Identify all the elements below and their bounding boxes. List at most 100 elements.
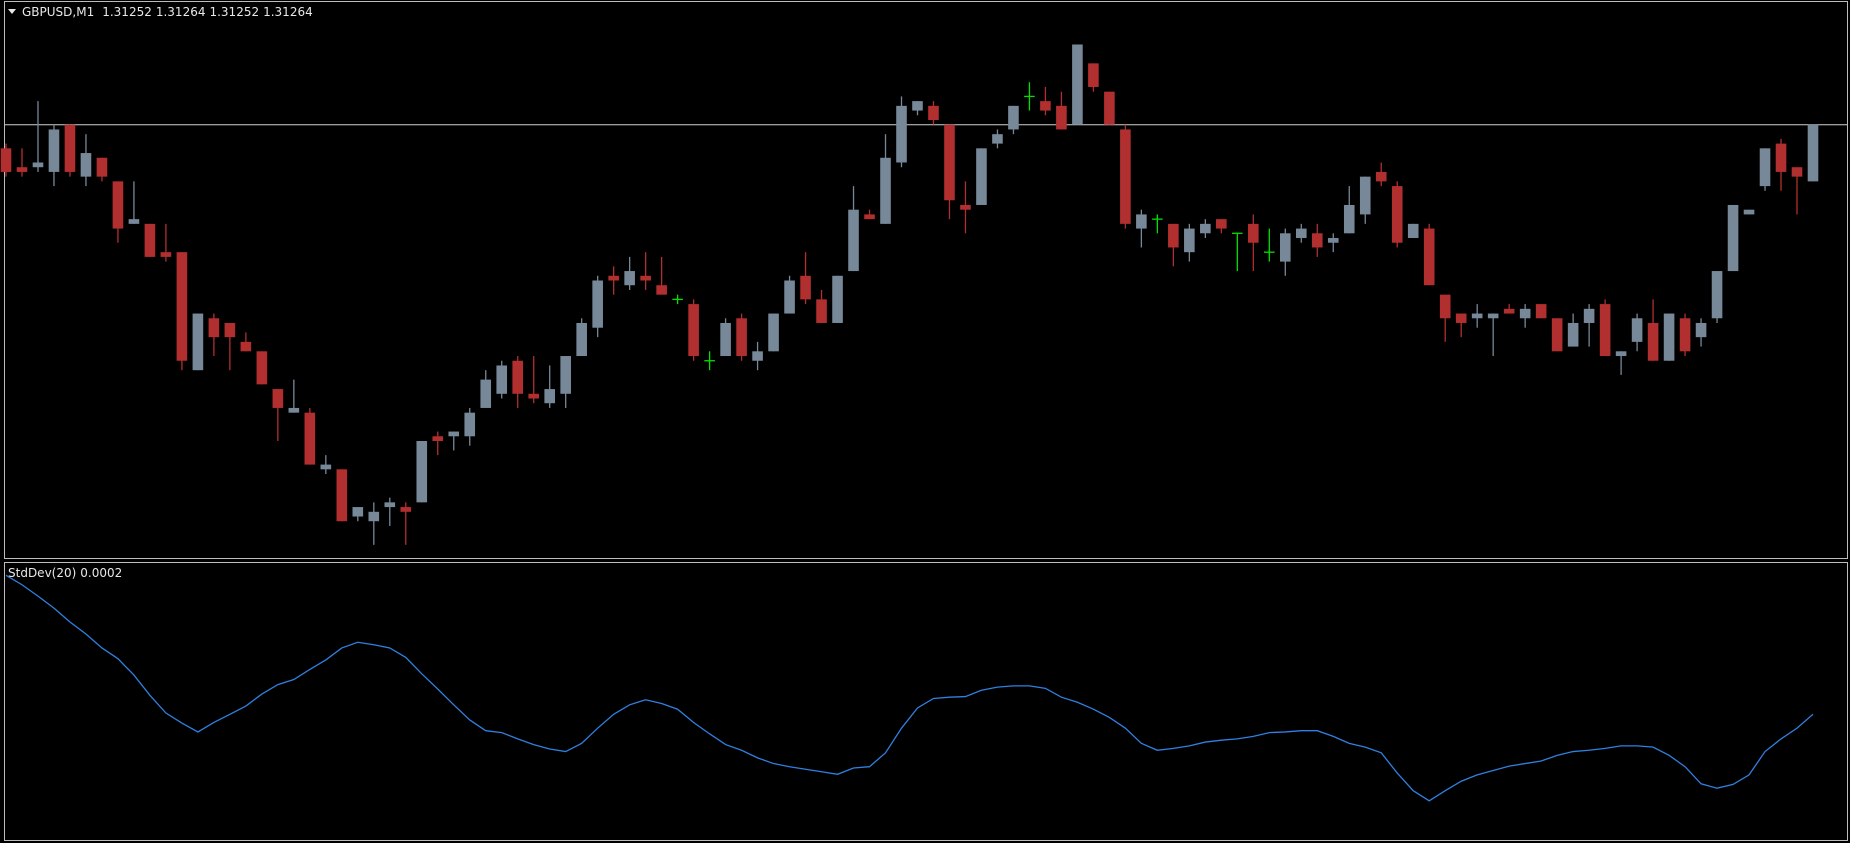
indicator-line — [5, 574, 1814, 802]
candle-body — [1807, 124, 1819, 182]
candle-body — [208, 318, 220, 338]
symbol: GBPUSD,M1 — [22, 5, 94, 19]
candle-body — [1551, 318, 1563, 352]
candle-body — [1759, 148, 1771, 187]
candle-body — [496, 365, 508, 394]
candle-body — [928, 105, 939, 121]
candle-body — [752, 351, 763, 361]
candle-body — [1503, 308, 1515, 314]
candle-body — [1120, 129, 1131, 224]
candle-body — [1136, 214, 1147, 229]
candle-body — [784, 280, 795, 314]
candle-body — [1711, 271, 1723, 319]
candle-body — [1375, 171, 1387, 182]
candle-body — [880, 157, 891, 224]
candle-body — [1615, 351, 1627, 357]
candle-body — [1743, 209, 1755, 215]
low-value: 1.31252 — [209, 5, 259, 19]
candle-body — [544, 389, 555, 404]
candle-body — [1040, 101, 1051, 111]
candle-body — [336, 469, 348, 522]
candle-body — [1471, 313, 1483, 319]
candle-body — [1343, 204, 1355, 234]
candle-body — [1359, 176, 1371, 215]
candle-body — [432, 436, 444, 441]
candle-body — [592, 280, 603, 328]
candle-body — [1663, 313, 1675, 361]
candle-body — [1248, 223, 1259, 243]
candle-body — [1216, 219, 1227, 229]
candle-body — [384, 502, 396, 508]
candle-body — [240, 341, 252, 352]
candle-body — [16, 167, 28, 172]
candle-body — [992, 134, 1003, 144]
candle-body — [144, 223, 156, 257]
candle-body — [304, 412, 316, 465]
indicator-label: StdDev(20) 0.0002 — [8, 566, 122, 580]
candle-body — [96, 157, 108, 177]
candle-body — [1535, 304, 1547, 319]
candle-body — [848, 209, 859, 272]
candle-body — [1455, 313, 1467, 323]
candle-body — [80, 153, 92, 177]
candle-body — [288, 407, 300, 413]
candle-body — [1391, 186, 1403, 243]
candle-body — [624, 271, 635, 286]
candle-body — [576, 322, 587, 357]
candle-body — [1168, 223, 1179, 248]
close-value: 1.31264 — [263, 5, 313, 19]
candle-body — [1407, 223, 1419, 239]
candle-body — [688, 304, 699, 357]
candle-body — [0, 148, 12, 172]
candle-body — [832, 275, 843, 323]
candle-body — [1727, 204, 1739, 272]
menu-arrow[interactable] — [8, 9, 16, 14]
candle-body — [1279, 233, 1291, 262]
candle-body — [1583, 308, 1595, 323]
candle-body — [400, 507, 412, 512]
candle-body — [1519, 308, 1531, 319]
main-panel-border — [4, 1, 1848, 559]
candle-body — [176, 252, 188, 361]
candle-body — [1599, 304, 1611, 357]
candle-body — [608, 275, 619, 281]
candle-body — [1295, 228, 1307, 239]
candle-body — [1567, 322, 1579, 347]
candle-body — [256, 351, 268, 385]
candle-body — [1439, 294, 1451, 319]
candle-body — [864, 214, 875, 220]
candle-body — [112, 181, 124, 229]
candle-body — [32, 162, 44, 168]
candle-body — [720, 322, 731, 357]
candle-body — [320, 464, 332, 470]
candle-body — [528, 393, 540, 399]
chart-header: GBPUSD,M1 1.31252 1.31264 1.31252 1.31264 — [22, 5, 313, 19]
candle-body — [1423, 228, 1435, 286]
candle-body — [944, 124, 955, 201]
indicator-panel-border — [4, 562, 1848, 841]
candle-body — [416, 440, 428, 503]
candle-body — [656, 285, 667, 295]
candle-body — [128, 219, 140, 224]
candle-body — [1184, 228, 1195, 253]
candle-body — [976, 148, 987, 205]
candle-body — [272, 389, 284, 408]
candle-body — [464, 412, 476, 437]
indicator-name: StdDev(20) — [8, 566, 76, 580]
candle-body — [1072, 44, 1083, 125]
candle-body — [1327, 238, 1339, 243]
candle-body — [736, 318, 747, 357]
candle-body — [64, 124, 76, 172]
candle-body — [1088, 63, 1099, 87]
candle-body — [816, 299, 827, 323]
candle-body — [1104, 91, 1115, 125]
candle-body — [1311, 233, 1323, 248]
high-value: 1.31264 — [156, 5, 206, 19]
candle-body — [1631, 318, 1643, 342]
candle-body — [896, 105, 907, 163]
candle-body — [192, 313, 204, 371]
candle-body — [224, 322, 236, 338]
candle-body — [512, 360, 524, 394]
candle-body — [560, 356, 571, 394]
